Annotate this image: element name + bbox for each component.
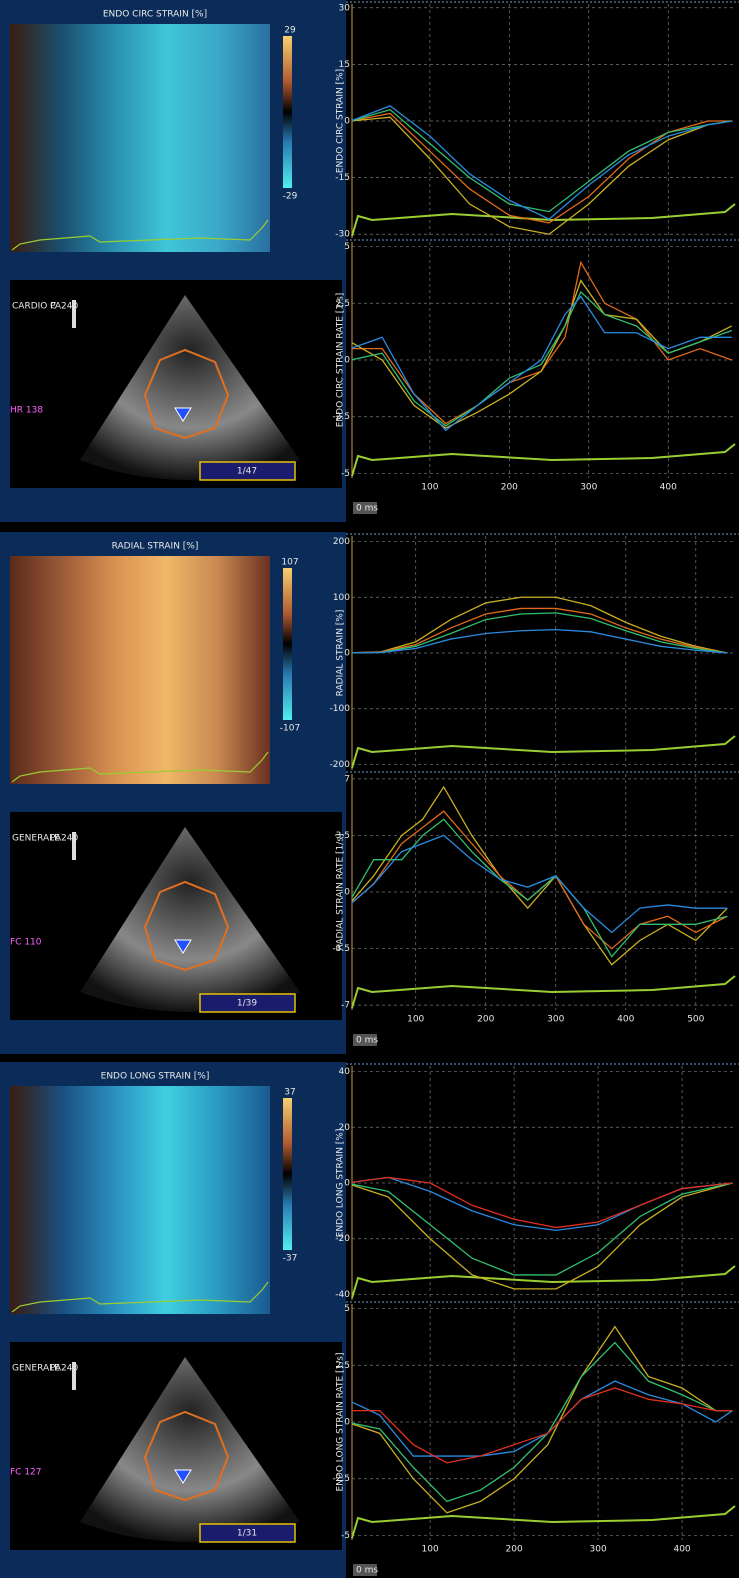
y-tick-label: 40 <box>339 1067 351 1077</box>
colorbar-min: -107 <box>280 724 300 734</box>
y-tick-label: 7 <box>344 774 350 784</box>
y-tick-label: -5 <box>341 1531 350 1541</box>
origin-label: 0 ms <box>356 1566 378 1576</box>
colorbar <box>283 1098 292 1250</box>
page: {"panels":[ {"heatmap":{"title":"ENDO CI… <box>0 0 739 1578</box>
frame-counter: 1/31 <box>237 1529 257 1539</box>
y-tick-label: 15 <box>339 60 350 70</box>
heatmap-title: ENDO CIRC STRAIN [%] <box>103 10 207 20</box>
y-tick-label: -7 <box>341 1001 350 1011</box>
colorbar-max: 29 <box>284 26 296 36</box>
y-axis-title: ENDO LONG STRAIN [%] <box>336 1129 346 1238</box>
x-tick-label: 200 <box>506 1545 523 1555</box>
y-tick-label: 30 <box>339 3 351 13</box>
y-axis-title: ENDO CIRC STRAIN RATE [1/s] <box>336 293 346 428</box>
origin-label: 0 ms <box>356 1036 378 1046</box>
frame-counter: 1/39 <box>237 999 257 1009</box>
x-tick-label: 100 <box>421 483 438 493</box>
y-tick-label: -100 <box>330 704 351 714</box>
gray-scale-bar <box>72 1362 76 1390</box>
colorbar <box>283 36 292 188</box>
x-tick-label: 200 <box>477 1015 494 1025</box>
y-tick-label: -40 <box>335 1290 350 1300</box>
y-tick-label: 5 <box>344 1304 350 1314</box>
gray-scale-bar <box>72 832 76 860</box>
heatmap-title: RADIAL STRAIN [%] <box>112 542 199 552</box>
y-axis-title: ENDO CIRC STRAIN [%] <box>336 69 346 173</box>
colorbar <box>283 568 292 720</box>
x-tick-label: 100 <box>422 1545 439 1555</box>
heatmap <box>10 1086 270 1314</box>
x-tick-label: 400 <box>673 1545 690 1555</box>
heatmap <box>10 24 270 252</box>
y-tick-label: -5 <box>341 469 350 479</box>
x-tick-label: 400 <box>617 1015 634 1025</box>
heart-rate: FC 127 <box>10 1468 42 1478</box>
y-tick-label: 100 <box>333 593 350 603</box>
y-tick-label: -200 <box>330 760 351 770</box>
x-tick-label: 500 <box>687 1015 704 1025</box>
y-tick-label: -15 <box>335 173 350 183</box>
colorbar-max: 37 <box>284 1088 295 1098</box>
gray-scale-bar <box>72 300 76 328</box>
x-tick-label: 200 <box>501 483 518 493</box>
x-tick-label: 300 <box>580 483 597 493</box>
colorbar-max: 107 <box>281 558 298 568</box>
y-axis-title: ENDO LONG STRAIN RATE [1/s] <box>336 1352 346 1491</box>
y-tick-label: 5 <box>344 242 350 252</box>
origin-label: 0 ms <box>356 504 378 514</box>
y-tick-label: -30 <box>335 230 350 240</box>
colorbar-min: -29 <box>283 192 298 202</box>
x-tick-label: 300 <box>590 1545 607 1555</box>
colorbar-min: -37 <box>283 1254 298 1264</box>
y-axis-title: RADIAL STRAIN [%] <box>336 610 346 697</box>
y-tick-label: 200 <box>333 537 350 547</box>
heart-rate: FC 110 <box>10 938 42 948</box>
heart-rate: HR 138 <box>10 406 43 416</box>
x-tick-label: 100 <box>407 1015 424 1025</box>
y-axis-title: RADIAL STRAIN RATE [1/s] <box>336 833 346 950</box>
screen: ENDO CIRC STRAIN [%]29-29CARDIO CPA240HR… <box>0 0 739 1578</box>
frame-counter: 1/47 <box>237 467 257 477</box>
x-tick-label: 300 <box>547 1015 564 1025</box>
heatmap <box>10 556 270 784</box>
heatmap-title: ENDO LONG STRAIN [%] <box>101 1072 210 1082</box>
x-tick-label: 400 <box>660 483 677 493</box>
